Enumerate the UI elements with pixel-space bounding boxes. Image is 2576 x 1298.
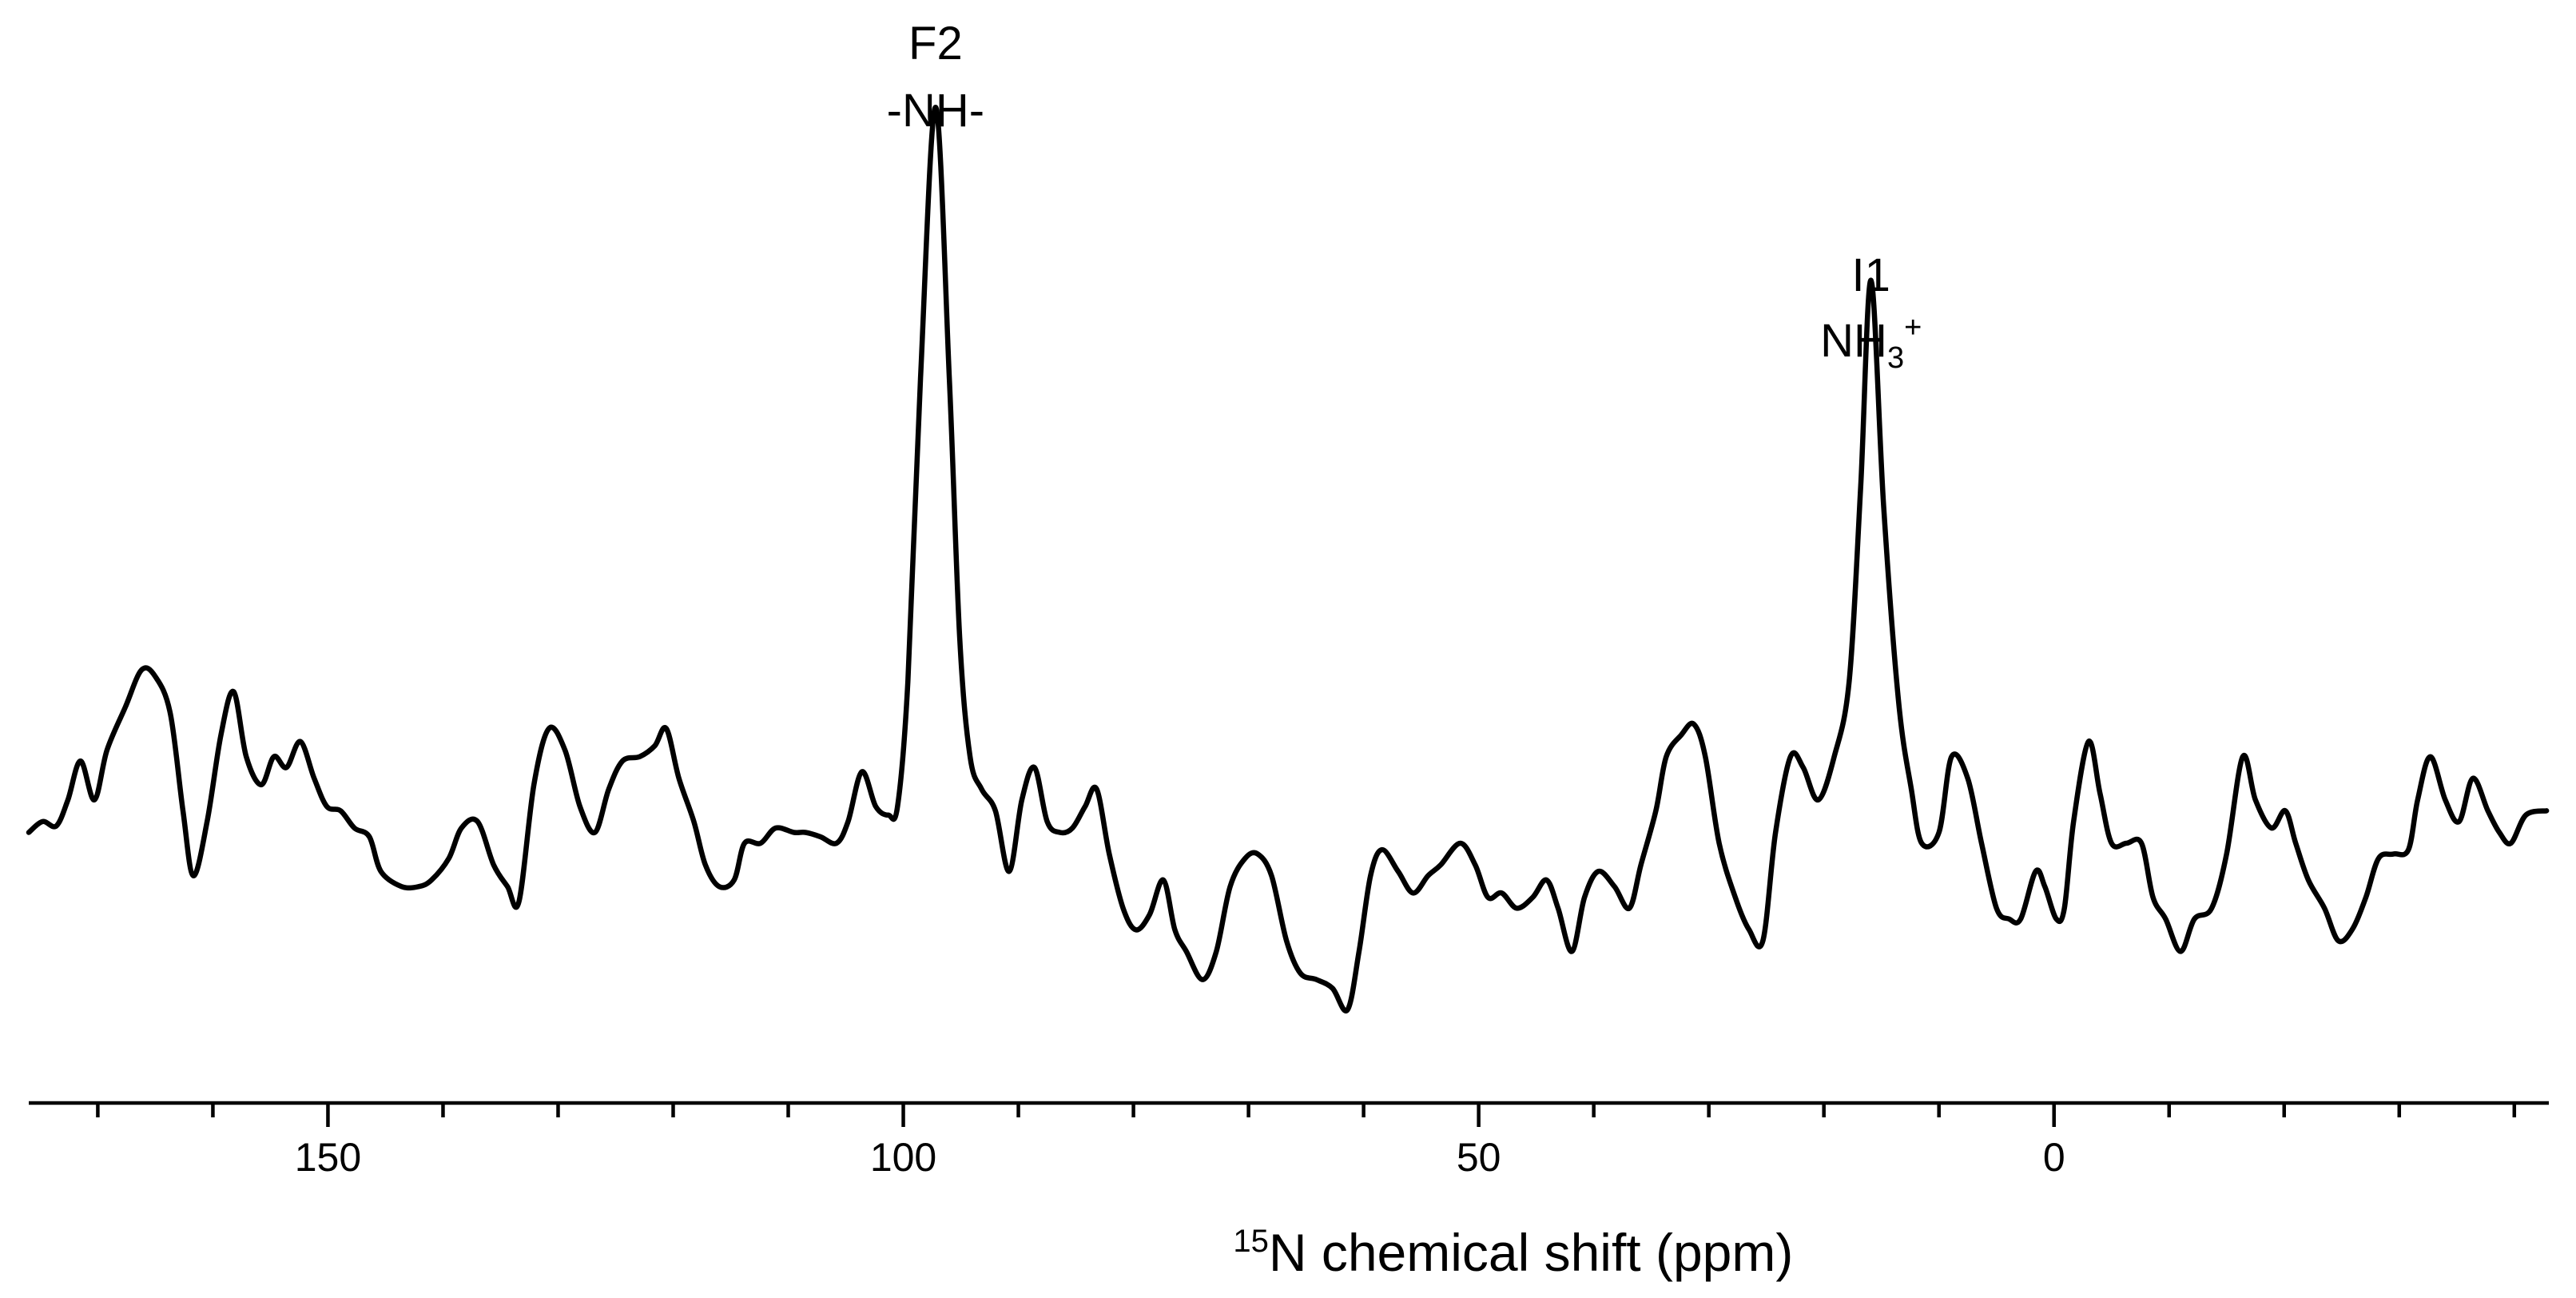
x-axis-ticks: [96, 1103, 2517, 1127]
superscript-plus: +: [1904, 311, 1922, 344]
x-tick-label: 150: [295, 1135, 361, 1180]
peak-sublabel-i1: NH3+: [1820, 311, 1922, 375]
peak-annotation-f2: F2 -NH-: [887, 18, 984, 137]
x-axis: 150 100 50 0: [29, 1101, 2549, 1180]
spectrum-line: [26, 104, 2550, 1014]
peak-annotation-i1: I1 NH3+: [1820, 249, 1922, 375]
subscript-3: 3: [1887, 341, 1904, 375]
x-tick-label: 0: [2043, 1135, 2065, 1180]
isotope-superscript: 15: [1233, 1224, 1269, 1259]
peak-label-i1: I1: [1852, 249, 1890, 301]
x-tick-label: 50: [1457, 1135, 1501, 1180]
peak-sublabel-f2: -NH-: [887, 85, 984, 137]
x-tick-label: 100: [870, 1135, 936, 1180]
axis-title-text: N chemical shift (ppm): [1269, 1223, 1794, 1282]
plot-area: [26, 104, 2550, 1014]
x-axis-title: 15N chemical shift (ppm): [1233, 1223, 1793, 1282]
nh-text: NH: [1820, 315, 1887, 367]
peak-label-f2: F2: [908, 18, 963, 70]
x-axis-tick-labels: 150 100 50 0: [295, 1135, 2065, 1180]
